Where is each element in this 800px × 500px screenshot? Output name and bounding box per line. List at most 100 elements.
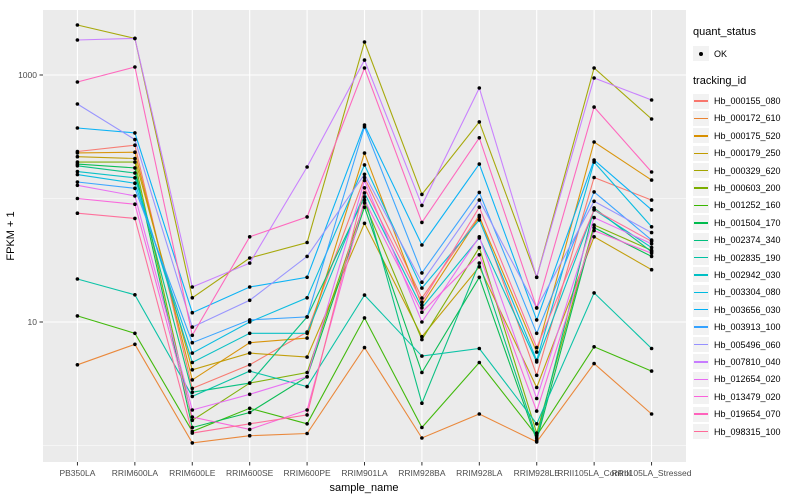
- data-point: [190, 415, 195, 419]
- legend-key-box: [693, 180, 709, 196]
- legend-line-swatch: [694, 430, 708, 433]
- data-point: [362, 66, 367, 70]
- data-point: [75, 126, 80, 130]
- data-point: [133, 150, 137, 154]
- data-point: [477, 120, 482, 124]
- data-point: [420, 296, 424, 300]
- data-point: [75, 23, 80, 27]
- data-point: [477, 218, 482, 222]
- legend-item-Hb_019654_070: Hb_019654_070: [693, 405, 799, 422]
- data-point: [477, 205, 482, 209]
- data-point: [247, 285, 252, 289]
- data-point: [649, 239, 654, 244]
- data-point: [75, 102, 80, 106]
- legend-item-label: Hb_000603_200: [714, 183, 781, 194]
- legend-item-Hb_000329_620: Hb_000329_620: [693, 162, 799, 179]
- data-point: [477, 190, 482, 195]
- data-point: [534, 431, 539, 435]
- legend-item-Hb_002374_340: Hb_002374_340: [693, 232, 799, 249]
- data-point: [75, 151, 80, 155]
- data-point: [362, 186, 367, 190]
- data-point: [592, 190, 596, 194]
- data-point: [75, 196, 80, 201]
- legend: quant_status OK tracking_id Hb_000155_08…: [693, 26, 799, 440]
- legend-item-Hb_013479_020: Hb_013479_020: [693, 388, 799, 405]
- data-point: [534, 331, 539, 336]
- data-point: [133, 36, 137, 41]
- data-point: [420, 370, 424, 375]
- data-point: [247, 261, 252, 265]
- data-point: [592, 361, 596, 366]
- legend-item-label: Hb_000175_520: [714, 130, 781, 141]
- data-point: [133, 160, 137, 164]
- data-point: [305, 240, 309, 245]
- legend-line-swatch: [694, 187, 708, 189]
- data-point: [534, 373, 539, 378]
- legend-line-swatch: [694, 135, 708, 137]
- data-point: [420, 320, 424, 324]
- legend-key-box: [693, 145, 709, 161]
- data-point: [592, 345, 596, 349]
- data-point: [190, 394, 195, 399]
- data-point: [477, 412, 482, 416]
- legend-item-label: Hb_002374_340: [714, 235, 781, 246]
- legend-line-swatch: [694, 396, 708, 398]
- legend-key-box: [693, 128, 709, 144]
- legend-key-box: [693, 232, 709, 248]
- data-point: [362, 191, 367, 195]
- data-point: [592, 140, 596, 144]
- data-point: [247, 406, 252, 411]
- data-point: [305, 375, 309, 379]
- data-point: [247, 422, 252, 426]
- legend-item-label: Hb_000155_080: [714, 96, 781, 107]
- data-point: [477, 235, 482, 239]
- data-point: [75, 183, 80, 188]
- x-tick-label-RRIM901LA: RRIM901LA: [341, 468, 388, 478]
- data-point: [592, 225, 596, 230]
- legend-key-box: [693, 424, 709, 439]
- data-point: [592, 291, 596, 295]
- legend-item-Hb_000603_200: Hb_000603_200: [693, 179, 799, 196]
- legend-item-Hb_007810_040: Hb_007810_040: [693, 353, 799, 370]
- data-point: [75, 363, 80, 367]
- legend-key-box: [693, 319, 709, 335]
- data-point: [190, 408, 195, 412]
- legend-key-box: [693, 110, 709, 126]
- data-point: [420, 220, 424, 225]
- data-point: [305, 165, 309, 169]
- data-point: [534, 396, 539, 401]
- legend-item-Hb_000155_080: Hb_000155_080: [693, 92, 799, 109]
- data-point: [133, 202, 137, 206]
- data-point: [133, 143, 137, 147]
- data-point: [649, 198, 654, 202]
- data-point: [247, 427, 252, 432]
- data-point: [247, 235, 252, 239]
- legend-item-label: Hb_007810_040: [714, 356, 781, 367]
- legend-item-Hb_003913_100: Hb_003913_100: [693, 318, 799, 335]
- point-marker-icon: [699, 51, 703, 56]
- data-point: [420, 337, 424, 342]
- x-tick-label-RRIM928LA: RRIM928LA: [456, 468, 503, 478]
- legend-item-label: Hb_000179_250: [714, 148, 781, 159]
- legend-item-Hb_003304_080: Hb_003304_080: [693, 284, 799, 301]
- data-point: [305, 355, 309, 359]
- data-point: [190, 425, 195, 430]
- legend-item-label: Hb_001504_170: [714, 217, 781, 228]
- data-point: [133, 137, 137, 142]
- data-point: [534, 385, 539, 390]
- data-point: [133, 65, 137, 69]
- legend-item-label: Hb_000172_610: [714, 113, 781, 124]
- data-point: [420, 306, 424, 310]
- legend-item-Hb_000172_610: Hb_000172_610: [693, 110, 799, 127]
- data-point: [649, 251, 654, 256]
- legend-line-swatch: [694, 378, 708, 381]
- data-point: [592, 223, 596, 227]
- legend-key-box: [693, 250, 709, 266]
- legend-item-label: Hb_013479_020: [714, 391, 781, 402]
- x-tick-label-RRII105LA_Control: RRII105LA_Control: [557, 468, 631, 478]
- legend-item-Hb_001504_170: Hb_001504_170: [693, 214, 799, 231]
- data-point: [420, 303, 424, 307]
- x-tick-label-RRIM928LE: RRIM928LE: [513, 468, 560, 478]
- x-tick-label-RRIM600LA: RRIM600LA: [111, 468, 158, 478]
